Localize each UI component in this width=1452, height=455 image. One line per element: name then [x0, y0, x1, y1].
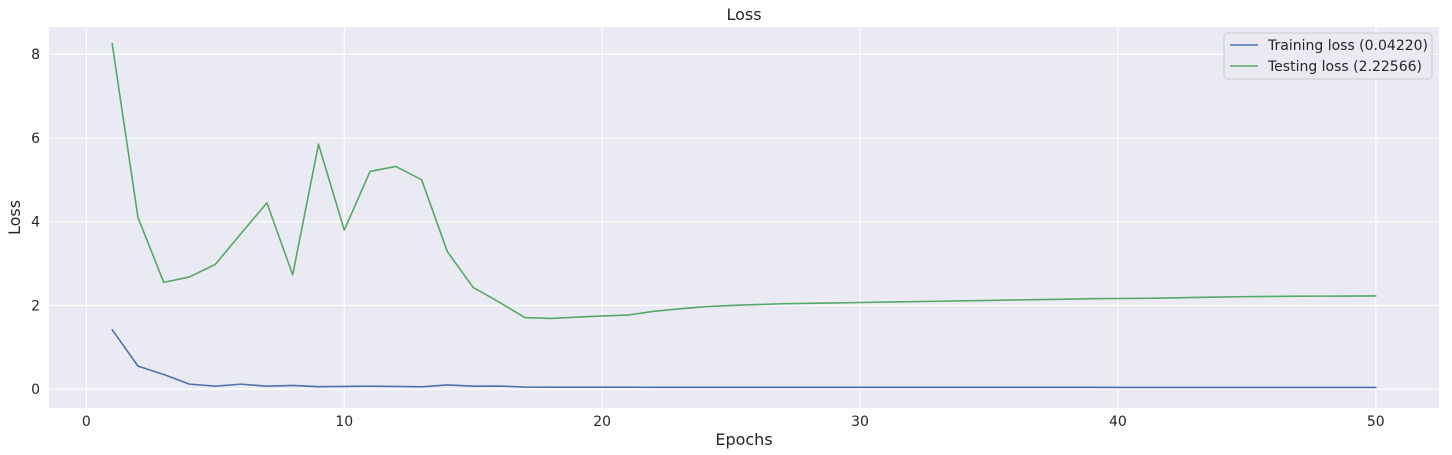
x-tick-label: 20	[593, 414, 611, 430]
y-tick-label: 8	[31, 47, 40, 63]
series-line-training	[111, 328, 1377, 389]
grid	[49, 27, 1439, 408]
y-tick-label: 2	[31, 298, 40, 314]
chart-title: Loss	[726, 5, 761, 24]
legend: Training loss (0.04220) Testing loss (2.…	[1223, 32, 1433, 80]
y-axis-label: Loss	[5, 200, 24, 235]
x-tick-label: 10	[335, 414, 353, 430]
y-tick-label: 0	[31, 382, 40, 398]
legend-box	[1223, 32, 1433, 80]
series-line-testing	[111, 42, 1377, 320]
legend-label-testing: Testing loss (2.22566)	[1267, 59, 1422, 75]
x-tick-label: 0	[82, 414, 91, 430]
plot-background	[49, 27, 1439, 408]
tick-labels: 0 10 20 30 40 50 0 2 4 6 8	[31, 47, 1385, 430]
x-tick-label: 50	[1367, 414, 1385, 430]
series-lines	[111, 42, 1377, 389]
x-tick-label: 30	[851, 414, 869, 430]
y-tick-label: 6	[31, 131, 40, 147]
x-tick-label: 40	[1109, 414, 1127, 430]
legend-label-training: Training loss (0.04220)	[1267, 38, 1428, 54]
y-tick-label: 4	[31, 215, 40, 231]
x-axis-label: Epochs	[715, 430, 772, 449]
